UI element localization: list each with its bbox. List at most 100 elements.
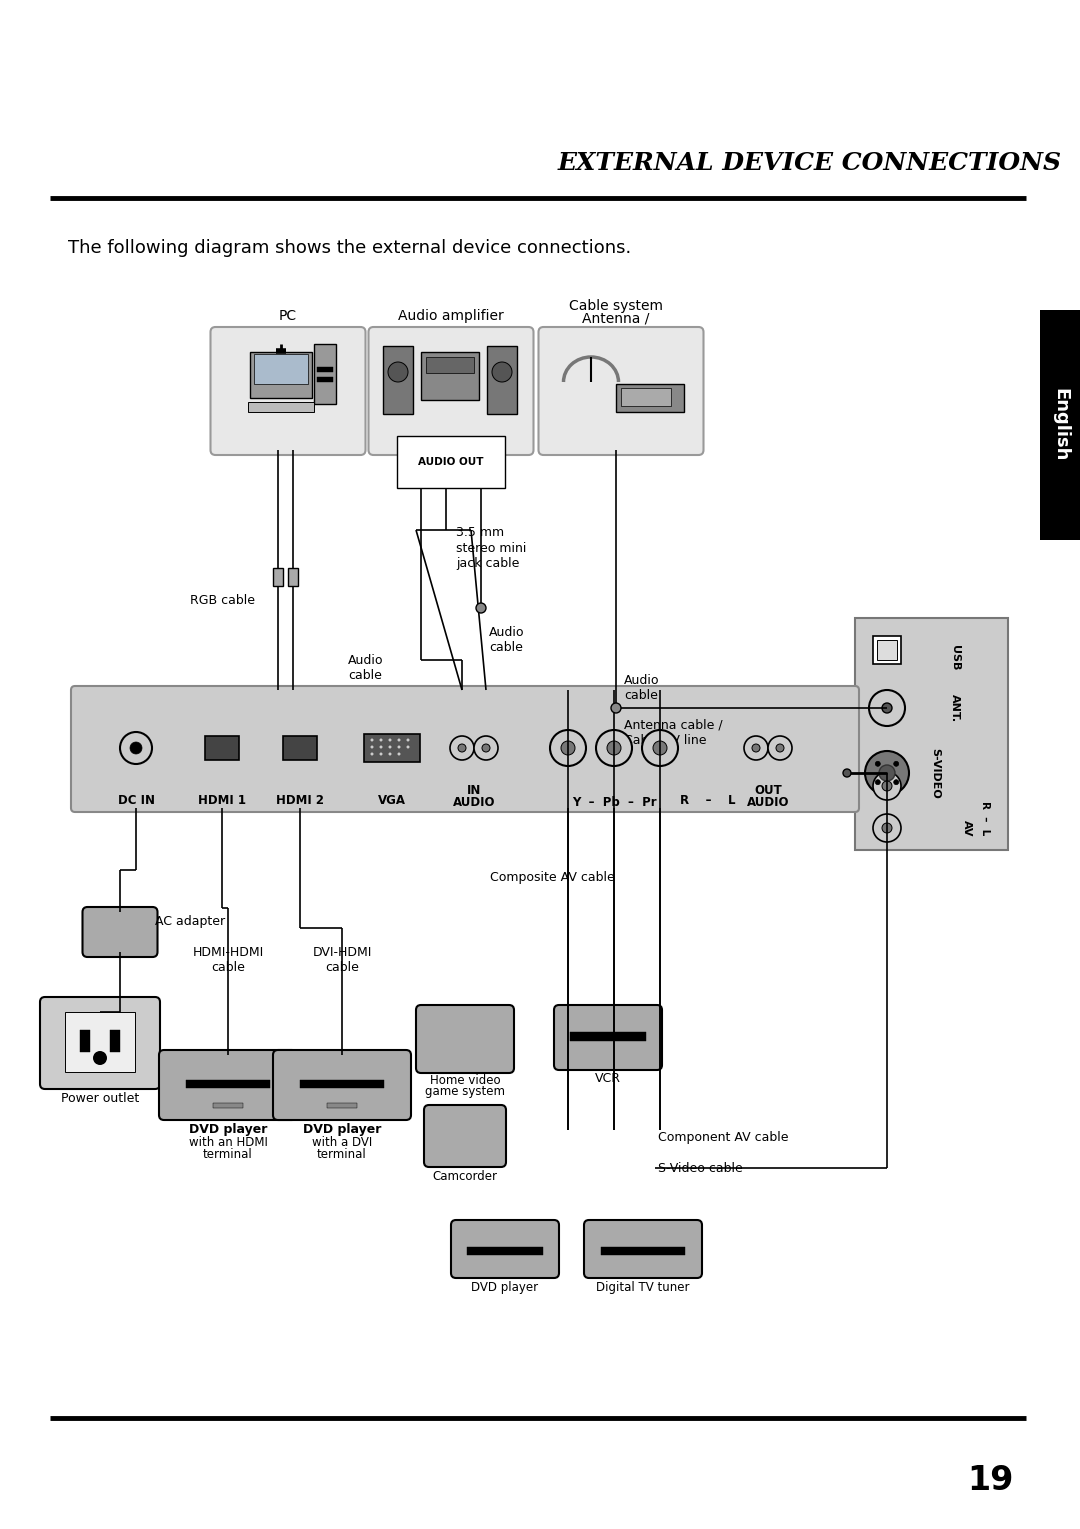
Text: DVD player: DVD player bbox=[302, 1122, 381, 1136]
Text: DVD player: DVD player bbox=[472, 1280, 539, 1294]
Circle shape bbox=[379, 752, 382, 755]
Circle shape bbox=[492, 362, 512, 382]
Circle shape bbox=[406, 739, 409, 742]
Text: Composite AV cable: Composite AV cable bbox=[490, 872, 615, 884]
Bar bbox=[383, 346, 413, 414]
Circle shape bbox=[882, 823, 892, 833]
FancyBboxPatch shape bbox=[539, 327, 703, 456]
Bar bbox=[364, 734, 420, 761]
Bar bbox=[300, 1079, 384, 1089]
Bar bbox=[249, 352, 312, 398]
Circle shape bbox=[879, 764, 895, 781]
Circle shape bbox=[370, 739, 374, 742]
Circle shape bbox=[611, 703, 621, 713]
Text: Home video: Home video bbox=[430, 1073, 500, 1087]
Circle shape bbox=[642, 729, 678, 766]
FancyBboxPatch shape bbox=[211, 327, 365, 456]
Bar bbox=[248, 402, 314, 411]
Circle shape bbox=[882, 781, 892, 790]
Bar bbox=[288, 567, 298, 586]
Text: Cable system: Cable system bbox=[569, 300, 663, 313]
Circle shape bbox=[744, 735, 768, 760]
Circle shape bbox=[777, 745, 784, 752]
FancyBboxPatch shape bbox=[273, 1050, 411, 1121]
Circle shape bbox=[388, 362, 408, 382]
Text: game system: game system bbox=[426, 1086, 505, 1098]
Bar bbox=[600, 1248, 685, 1255]
Text: IN: IN bbox=[467, 784, 482, 798]
Circle shape bbox=[653, 742, 667, 755]
Circle shape bbox=[379, 739, 382, 742]
FancyBboxPatch shape bbox=[584, 1220, 702, 1278]
Circle shape bbox=[875, 780, 880, 784]
Text: HDMI 1: HDMI 1 bbox=[198, 794, 246, 806]
Bar bbox=[314, 344, 336, 404]
Text: AUDIO: AUDIO bbox=[453, 795, 496, 809]
Text: terminal: terminal bbox=[203, 1147, 253, 1161]
Circle shape bbox=[482, 745, 490, 752]
Bar bbox=[273, 567, 283, 586]
Text: 3.5 mm
stereo mini
jack cable: 3.5 mm stereo mini jack cable bbox=[456, 526, 526, 569]
Text: EXTERNAL DEVICE CONNECTIONS: EXTERNAL DEVICE CONNECTIONS bbox=[558, 151, 1062, 174]
Text: Antenna cable /
Cable TV line: Antenna cable / Cable TV line bbox=[624, 719, 723, 748]
Text: HDMI-HDMI
cable: HDMI-HDMI cable bbox=[192, 946, 264, 974]
FancyBboxPatch shape bbox=[71, 687, 859, 812]
FancyBboxPatch shape bbox=[416, 1005, 514, 1073]
Text: VGA: VGA bbox=[378, 794, 406, 806]
Circle shape bbox=[893, 780, 899, 784]
FancyBboxPatch shape bbox=[554, 1005, 662, 1070]
Bar bbox=[327, 1102, 357, 1109]
Circle shape bbox=[607, 742, 621, 755]
Circle shape bbox=[389, 739, 391, 742]
Bar bbox=[877, 641, 897, 661]
Bar bbox=[421, 352, 480, 401]
Circle shape bbox=[752, 745, 760, 752]
Text: Audio amplifier: Audio amplifier bbox=[399, 309, 504, 323]
Circle shape bbox=[389, 752, 391, 755]
Text: Y  –  Pb  –  Pr: Y – Pb – Pr bbox=[571, 795, 657, 809]
Circle shape bbox=[370, 752, 374, 755]
Bar bbox=[621, 388, 671, 407]
Circle shape bbox=[458, 745, 465, 752]
Bar bbox=[110, 1031, 120, 1052]
Bar bbox=[570, 1032, 646, 1041]
Text: HDMI 2: HDMI 2 bbox=[276, 794, 324, 806]
Bar bbox=[65, 1012, 135, 1072]
Circle shape bbox=[474, 735, 498, 760]
Text: Power outlet: Power outlet bbox=[60, 1092, 139, 1104]
Text: AV: AV bbox=[962, 820, 972, 836]
FancyBboxPatch shape bbox=[40, 997, 160, 1089]
FancyBboxPatch shape bbox=[82, 907, 158, 957]
Circle shape bbox=[397, 752, 401, 755]
Text: OUT: OUT bbox=[754, 784, 782, 798]
Bar bbox=[318, 378, 333, 382]
Circle shape bbox=[873, 772, 901, 800]
Circle shape bbox=[397, 746, 401, 749]
Text: R    –    L: R – L bbox=[680, 794, 735, 806]
Circle shape bbox=[379, 746, 382, 749]
Bar bbox=[855, 618, 1008, 850]
Circle shape bbox=[873, 813, 901, 842]
Text: AUDIO OUT: AUDIO OUT bbox=[418, 457, 484, 466]
Circle shape bbox=[875, 761, 880, 766]
Circle shape bbox=[550, 729, 586, 766]
Text: RGB cable: RGB cable bbox=[190, 593, 255, 607]
Bar bbox=[213, 1102, 243, 1109]
Text: PC: PC bbox=[279, 309, 297, 323]
Circle shape bbox=[389, 746, 391, 749]
Text: S-Video cable: S-Video cable bbox=[658, 1162, 743, 1174]
Bar bbox=[1040, 310, 1080, 540]
Bar bbox=[873, 636, 901, 664]
Bar bbox=[254, 355, 308, 384]
Text: 19: 19 bbox=[967, 1463, 1013, 1497]
Text: Antenna /: Antenna / bbox=[582, 310, 650, 326]
Bar bbox=[318, 367, 333, 372]
Circle shape bbox=[450, 735, 474, 760]
Text: VCR: VCR bbox=[595, 1072, 621, 1086]
Circle shape bbox=[476, 602, 486, 613]
Text: DVI-HDMI
cable: DVI-HDMI cable bbox=[312, 946, 372, 974]
Bar bbox=[205, 735, 239, 760]
Text: ANT.: ANT. bbox=[950, 694, 960, 722]
Bar bbox=[467, 1248, 543, 1255]
Circle shape bbox=[397, 739, 401, 742]
